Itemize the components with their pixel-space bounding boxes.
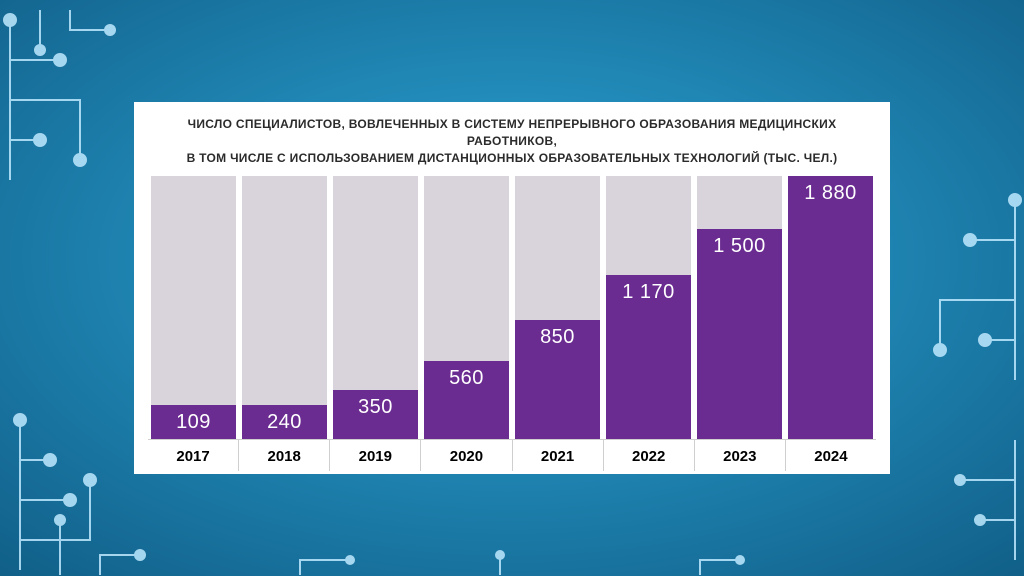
bar-col: 350: [330, 176, 421, 439]
bar-value-label: 1 880: [804, 182, 857, 205]
bar-col: 1 500: [694, 176, 785, 439]
bar-value-label: 350: [358, 396, 393, 419]
bar-track: 240: [242, 176, 327, 439]
bar-track: 1 500: [697, 176, 782, 439]
x-axis-label: 2018: [238, 439, 329, 471]
bar-fill: 350: [333, 390, 418, 439]
chart-card: ЧИСЛО СПЕЦИАЛИСТОВ, ВОВЛЕЧЕННЫХ В СИСТЕМ…: [134, 102, 890, 474]
chart-body: 1092403505608501 1701 5001 880 201720182…: [148, 176, 876, 471]
bar-col: 850: [512, 176, 603, 439]
bar-col: 109: [148, 176, 239, 439]
bar-value-label: 560: [449, 367, 484, 390]
bar-fill: 240: [242, 405, 327, 439]
bar-track: 850: [515, 176, 600, 439]
x-axis-label: 2022: [603, 439, 694, 471]
slide: ЧИСЛО СПЕЦИАЛИСТОВ, ВОВЛЕЧЕННЫХ В СИСТЕМ…: [0, 0, 1024, 576]
bar-track: 560: [424, 176, 509, 439]
chart-title: ЧИСЛО СПЕЦИАЛИСТОВ, ВОВЛЕЧЕННЫХ В СИСТЕМ…: [148, 116, 876, 166]
x-axis-label: 2020: [420, 439, 511, 471]
bar-fill: 1 880: [788, 176, 873, 439]
bar-value-label: 109: [176, 411, 211, 434]
bar-fill: 560: [424, 361, 509, 439]
labels-row: 20172018201920202021202220232024: [148, 439, 876, 471]
bar-value-label: 850: [540, 326, 575, 349]
x-axis-label: 2021: [512, 439, 603, 471]
x-axis-label: 2024: [785, 439, 876, 471]
bar-track: 350: [333, 176, 418, 439]
bar-value-label: 1 500: [713, 235, 766, 258]
bar-value-label: 240: [267, 411, 302, 434]
x-axis-label: 2023: [694, 439, 785, 471]
bar-fill: 1 500: [697, 229, 782, 439]
x-axis-label: 2019: [329, 439, 420, 471]
bar-col: 560: [421, 176, 512, 439]
bar-fill: 850: [515, 320, 600, 439]
bar-col: 1 170: [603, 176, 694, 439]
bar-col: 1 880: [785, 176, 876, 439]
bar-fill: 109: [151, 405, 236, 439]
bar-fill: 1 170: [606, 275, 691, 439]
bar-col: 240: [239, 176, 330, 439]
x-axis-label: 2017: [148, 439, 238, 471]
bars-row: 109 240 350 560 850 1 170 1 500 1 880: [148, 176, 876, 439]
bar-track: 1 170: [606, 176, 691, 439]
bar-track: 109: [151, 176, 236, 439]
bar-track: 1 880: [788, 176, 873, 439]
bar-value-label: 1 170: [622, 281, 675, 304]
